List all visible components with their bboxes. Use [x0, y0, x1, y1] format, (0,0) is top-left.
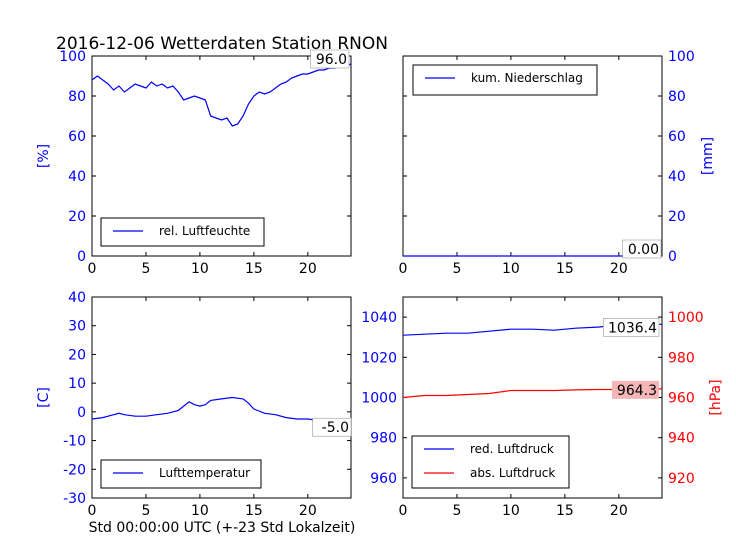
- annotation-box: [310, 49, 350, 69]
- legend-label: Lufttemperatur: [159, 466, 250, 480]
- panel-bottom-right: 0 5 10 15 20 960 980 1000 1020 1040 920 940 960 980 10…: [361, 296, 724, 519]
- annotation-box: [622, 239, 662, 259]
- y-right-tick-label: 1000: [668, 310, 704, 326]
- y-tick-label: 100: [59, 49, 86, 65]
- y-tick-label: -30: [63, 491, 86, 507]
- shared-x-axis-label: Std 00:00:00 UTC (+-23 Std Lokalzeit): [89, 520, 356, 536]
- y-right-tick-label: 980: [668, 350, 695, 366]
- series-line-1: [91, 63, 352, 127]
- y-tick-label: 100: [668, 49, 695, 65]
- legend-label: abs. Luftdruck: [470, 466, 555, 480]
- y-tick-label: 30: [68, 319, 86, 335]
- legend-label: red. Luftdruck: [470, 442, 554, 456]
- y-tick-label: 1000: [361, 391, 397, 407]
- y-tick-label: 1020: [361, 350, 397, 366]
- legend-box: [412, 64, 598, 96]
- panel-top-right: 0 5 10 15 20 0 20 40 60 80 100 [mm] kum. Niederschla…: [399, 49, 716, 277]
- y-tick-label: 960: [370, 471, 397, 487]
- y-tick-label: 20: [68, 347, 86, 363]
- y-tick-label: 0: [77, 249, 86, 265]
- legend-box: [411, 435, 570, 489]
- panel-bottom-left: 0 5 10 15 20 -30 -20 -10 0 10 20 30 40 [C] Lufttempera…: [36, 290, 352, 519]
- x-tick-label: 10: [191, 261, 209, 277]
- x-tick-label: 15: [245, 261, 263, 277]
- y-right-tick-label: 920: [668, 471, 695, 487]
- y-axis-label: [mm]: [700, 137, 716, 175]
- chart-title: 2016-12-06 Wetterdaten Station RNON: [56, 34, 388, 54]
- value-annotation: 0.00: [628, 242, 659, 258]
- y-tick-label: 40: [668, 169, 686, 185]
- y-axis-label: [hPa]: [708, 379, 724, 415]
- legend-label: kum. Niederschlag: [471, 71, 583, 85]
- plot-frame: [91, 296, 352, 499]
- x-tick-label: 0: [399, 261, 408, 277]
- y-tick-label: 40: [68, 290, 86, 306]
- legend-box: [100, 459, 262, 489]
- y-tick-label: 60: [668, 129, 686, 145]
- x-tick-label: 5: [141, 503, 150, 519]
- y-tick-label: -20: [63, 462, 86, 478]
- x-tick-label: 15: [245, 503, 263, 519]
- value-annotation: 964.3: [617, 383, 657, 399]
- y-tick-label: -10: [63, 434, 86, 450]
- x-tick-label: 5: [452, 503, 461, 519]
- x-tick-label: 10: [502, 503, 520, 519]
- y-tick-label: 80: [668, 89, 686, 105]
- x-tick-label: 5: [141, 261, 150, 277]
- y-tick-label: 20: [68, 209, 86, 225]
- annotation-box: [603, 318, 660, 337]
- x-tick-label: 20: [299, 503, 317, 519]
- value-annotation: 96.0: [316, 52, 347, 68]
- y-tick-label: 1040: [361, 310, 397, 326]
- x-tick-label: 20: [299, 261, 317, 277]
- x-tick-label: 5: [452, 261, 461, 277]
- x-tick-label: 10: [191, 503, 209, 519]
- y-tick-label: 60: [68, 129, 86, 145]
- x-tick-label: 20: [610, 261, 628, 277]
- panel-top-left: 0 5 10 15 20 0 20 40 60 80 100 [%] rel. Luftfeuchte 9…: [36, 49, 352, 277]
- value-annotation: -5.0: [322, 420, 349, 436]
- y-axis-label: [%]: [36, 144, 52, 168]
- plot-frame: [91, 55, 352, 257]
- x-tick-label: 0: [399, 503, 408, 519]
- y-tick-label: 80: [68, 89, 86, 105]
- legend-box: [100, 217, 265, 247]
- y-axis-label: [C]: [36, 387, 52, 408]
- y-tick-label: 0: [77, 405, 86, 421]
- y-tick-label: 0: [668, 249, 677, 265]
- series-line-1: [91, 396, 352, 427]
- x-tick-label: 15: [556, 503, 574, 519]
- y-tick-label: 10: [68, 376, 86, 392]
- y-tick-label: 20: [668, 209, 686, 225]
- value-annotation: 1036.4: [608, 320, 657, 336]
- y-right-tick-label: 960: [668, 391, 695, 407]
- y-tick-label: 40: [68, 169, 86, 185]
- x-tick-label: 0: [88, 503, 97, 519]
- x-tick-label: 15: [556, 261, 574, 277]
- annotation-box: [312, 417, 352, 437]
- x-tick-label: 20: [610, 503, 628, 519]
- x-tick-label: 10: [502, 261, 520, 277]
- y-tick-label: 980: [370, 431, 397, 447]
- x-tick-label: 0: [88, 261, 97, 277]
- annotation-box: [612, 380, 659, 399]
- y-right-tick-label: 940: [668, 431, 695, 447]
- legend-label: rel. Luftfeuchte: [159, 224, 250, 238]
